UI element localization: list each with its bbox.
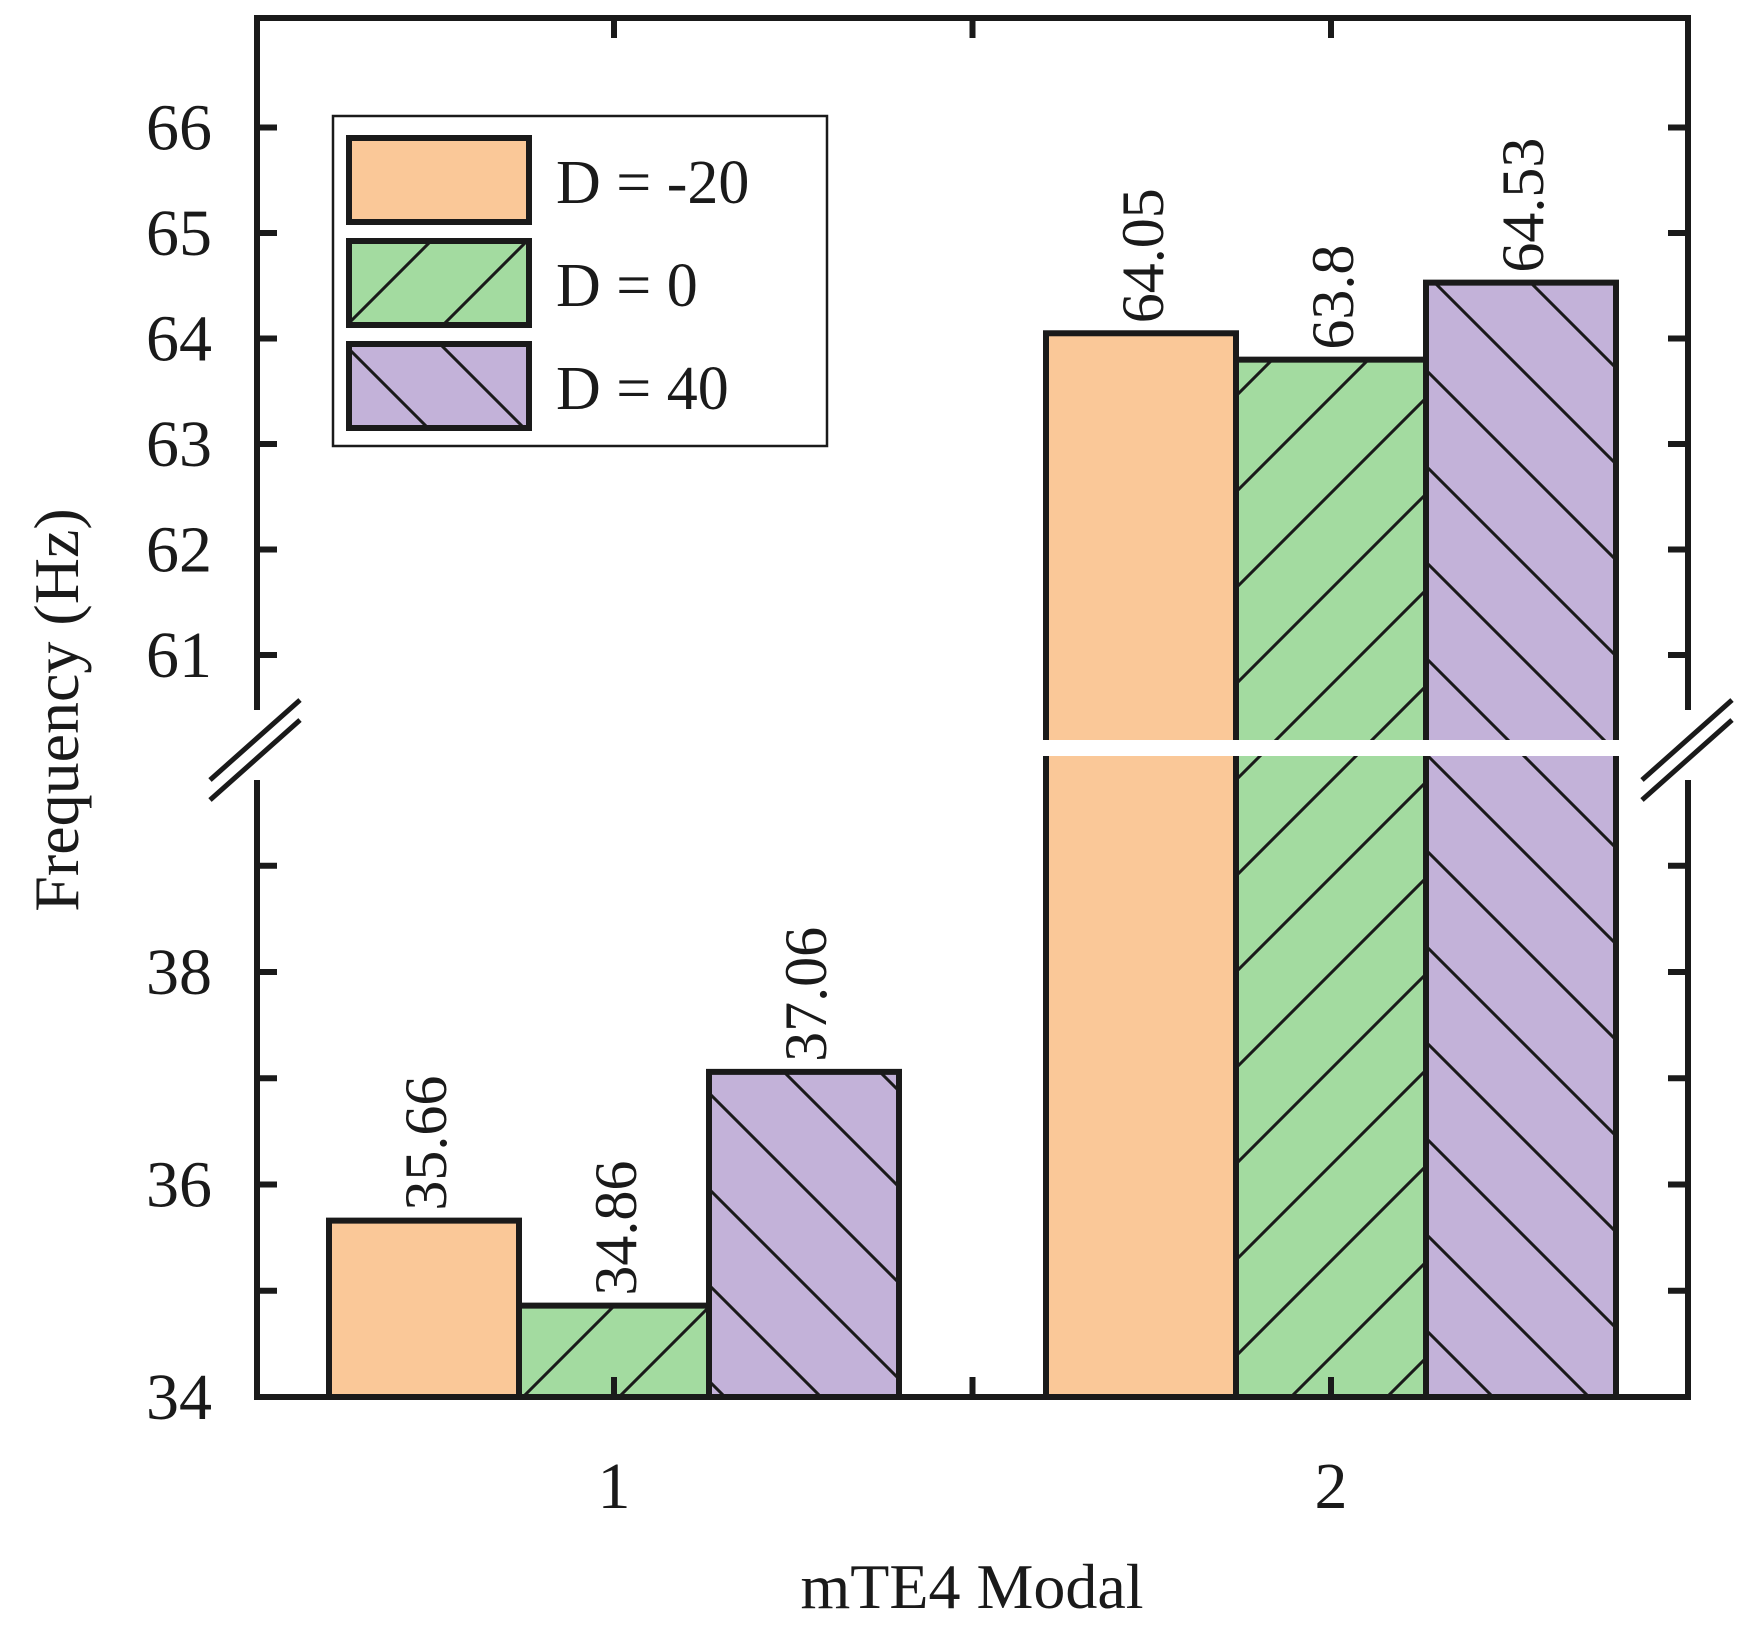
value-label-d-0-modal-2: 63.8 <box>1300 245 1366 350</box>
right-break-mark <box>1640 698 1734 802</box>
legend-swatch-d-minus-20 <box>346 135 532 225</box>
tick-labels-layer: 34 36 38 61 62 63 64 65 66 1 2 <box>146 92 1348 1523</box>
y-tick-label-62: 62 <box>146 514 212 587</box>
value-label-d-40-modal-2: 64.53 <box>1490 138 1556 273</box>
x-axis-title: mTE4 Modal <box>800 1551 1143 1622</box>
value-label-d-0-modal-1: 34.86 <box>583 1161 649 1296</box>
bar-d-minus-20-modal-1 <box>326 1217 522 1400</box>
bar-d-0-modal-2 <box>1233 356 1429 1400</box>
bar-d-40-modal-1 <box>706 1068 902 1400</box>
bar-d-minus-20-modal-2 <box>1043 330 1239 1400</box>
legend: D = -20 D = 0 D = 40 <box>331 114 829 448</box>
legend-label-d-minus-20: D = -20 <box>556 149 749 217</box>
y-axis-title: Frequency (Hz) <box>21 508 92 911</box>
bars-layer <box>326 279 1619 1400</box>
y-tick-label-64: 64 <box>146 303 212 376</box>
y-tick-label-66: 66 <box>146 92 212 165</box>
legend-swatch-d-40 <box>346 341 532 431</box>
legend-label-d-40: D = 40 <box>556 355 729 423</box>
x-tick-label-1: 1 <box>598 1450 631 1523</box>
y-tick-label-38: 38 <box>146 936 212 1009</box>
y-tick-label-65: 65 <box>146 197 212 270</box>
value-label-d-minus-20-modal-1: 35.66 <box>393 1076 459 1211</box>
value-label-d-40-modal-1: 37.06 <box>773 927 839 1062</box>
bar-d-40-modal-2 <box>1423 279 1619 1400</box>
legend-swatch-d-0 <box>346 238 532 328</box>
value-labels-layer: 35.66 34.86 37.06 64.05 63.8 64.53 <box>393 138 1556 1296</box>
y-tick-label-36: 36 <box>146 1149 212 1222</box>
y-tick-label-61: 61 <box>146 619 212 692</box>
legend-label-d-0: D = 0 <box>556 252 698 320</box>
value-label-d-minus-20-modal-2: 64.05 <box>1110 188 1176 323</box>
x-tick-label-2: 2 <box>1315 1450 1348 1523</box>
left-break-mark <box>208 698 302 802</box>
y-tick-label-63: 63 <box>146 408 212 481</box>
ticks-layer <box>257 18 1688 1400</box>
y-tick-label-34: 34 <box>146 1361 212 1434</box>
axis-break-gap <box>1035 740 1625 756</box>
